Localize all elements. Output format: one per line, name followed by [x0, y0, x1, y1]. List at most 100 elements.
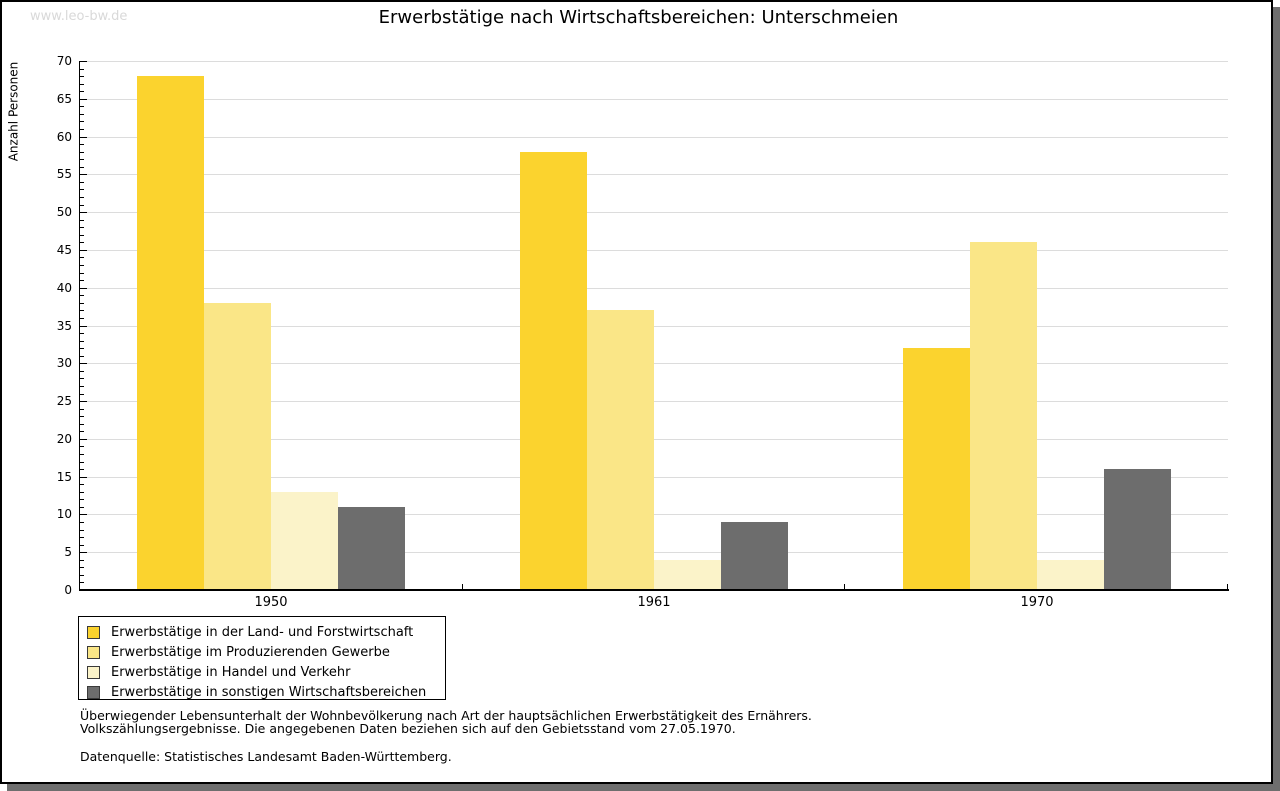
y-minor-tick — [80, 84, 84, 85]
y-major-tick — [80, 99, 87, 100]
gridline — [80, 363, 1228, 364]
y-minor-tick — [80, 197, 84, 198]
y-minor-tick — [80, 499, 84, 500]
gridline — [80, 174, 1228, 175]
y-minor-tick — [80, 295, 84, 296]
bar-1950-series1 — [137, 76, 204, 590]
legend-item: Erwerbstätige in Handel und Verkehr — [87, 662, 445, 682]
gridline — [80, 477, 1228, 478]
bar-1950-series2 — [204, 303, 271, 590]
y-minor-tick — [80, 318, 84, 319]
y-minor-tick — [80, 446, 84, 447]
legend-item-label: Erwerbstätige in sonstigen Wirtschaftsbe… — [111, 684, 427, 700]
y-minor-tick — [80, 182, 84, 183]
y-major-tick — [80, 363, 87, 364]
y-minor-tick — [80, 167, 84, 168]
x-tick-label: 1961 — [637, 595, 671, 610]
y-minor-tick — [80, 484, 84, 485]
y-tick-label: 45 — [56, 243, 72, 257]
gridline — [80, 137, 1228, 138]
y-minor-tick — [80, 530, 84, 531]
y-minor-tick — [80, 378, 84, 379]
y-major-tick — [80, 401, 87, 402]
legend-swatch — [87, 645, 100, 659]
y-minor-tick — [80, 220, 84, 221]
y-minor-tick — [80, 235, 84, 236]
y-minor-tick — [80, 507, 84, 508]
x-boundary-tick — [1227, 584, 1228, 590]
y-minor-tick — [80, 409, 84, 410]
y-major-tick — [80, 212, 87, 213]
y-minor-tick — [80, 356, 84, 357]
y-minor-tick — [80, 522, 84, 523]
y-minor-tick — [80, 560, 84, 561]
y-minor-tick — [80, 273, 84, 274]
x-tick-label: 1950 — [254, 595, 288, 610]
y-minor-tick — [80, 227, 84, 228]
y-minor-tick — [80, 341, 84, 342]
y-minor-tick — [80, 575, 84, 576]
y-minor-tick — [80, 76, 84, 77]
bar-1961-series2 — [587, 310, 654, 590]
plot-area — [80, 61, 1228, 590]
y-major-tick — [80, 477, 87, 478]
bar-1970-series4 — [1104, 469, 1171, 590]
y-minor-tick — [80, 431, 84, 432]
x-tick-label: 1970 — [1020, 595, 1054, 610]
legend: Erwerbstätige in der Land- und Forstwirt… — [78, 616, 446, 700]
y-minor-tick — [80, 416, 84, 417]
y-minor-tick — [80, 310, 84, 311]
y-axis — [79, 61, 80, 590]
y-major-tick — [80, 137, 87, 138]
bar-1970-series3 — [1037, 560, 1104, 590]
y-minor-tick — [80, 91, 84, 92]
y-tick-label: 5 — [64, 545, 72, 559]
footnote-line-2: Volkszählungsergebnisse. Die angegebenen… — [80, 721, 736, 736]
y-major-tick — [80, 552, 87, 553]
y-minor-tick — [80, 280, 84, 281]
y-minor-tick — [80, 567, 84, 568]
y-minor-tick — [80, 492, 84, 493]
bar-1970-series2 — [970, 242, 1037, 590]
y-tick-label: 65 — [56, 92, 72, 106]
legend-swatch — [87, 625, 100, 639]
bar-1961-series3 — [654, 560, 721, 590]
bar-1950-series3 — [271, 492, 338, 590]
y-tick-label: 40 — [56, 281, 72, 295]
y-minor-tick — [80, 69, 84, 70]
legend-item-label: Erwerbstätige in Handel und Verkehr — [111, 664, 351, 680]
y-major-tick — [80, 174, 87, 175]
footnote-line-1: Überwiegender Lebensunterhalt der Wohnbe… — [80, 708, 812, 723]
y-minor-tick — [80, 545, 84, 546]
y-tick-label: 60 — [56, 130, 72, 144]
y-minor-tick — [80, 265, 84, 266]
y-major-tick — [80, 326, 87, 327]
gridline — [80, 326, 1228, 327]
bar-1961-series1 — [520, 152, 587, 590]
y-minor-tick — [80, 144, 84, 145]
gridline — [80, 61, 1228, 62]
y-tick-label: 55 — [56, 167, 72, 181]
x-axis — [79, 589, 1229, 591]
gridline — [80, 552, 1228, 553]
y-minor-tick — [80, 469, 84, 470]
y-minor-tick — [80, 106, 84, 107]
y-minor-tick — [80, 386, 84, 387]
y-minor-tick — [80, 394, 84, 395]
legend-item: Erwerbstätige im Produzierenden Gewerbe — [87, 642, 445, 662]
bar-1950-series4 — [338, 507, 405, 590]
y-major-tick — [80, 439, 87, 440]
gridline — [80, 439, 1228, 440]
bar-1961-series4 — [721, 522, 788, 590]
y-tick-label: 0 — [64, 583, 72, 597]
y-minor-tick — [80, 242, 84, 243]
gridline — [80, 250, 1228, 251]
y-axis-label: Anzahl Personen — [6, 61, 21, 162]
y-minor-tick — [80, 189, 84, 190]
y-tick-label: 15 — [56, 470, 72, 484]
y-minor-tick — [80, 114, 84, 115]
y-major-tick — [80, 250, 87, 251]
gridline — [80, 401, 1228, 402]
legend-item: Erwerbstätige in der Land- und Forstwirt… — [87, 622, 445, 642]
